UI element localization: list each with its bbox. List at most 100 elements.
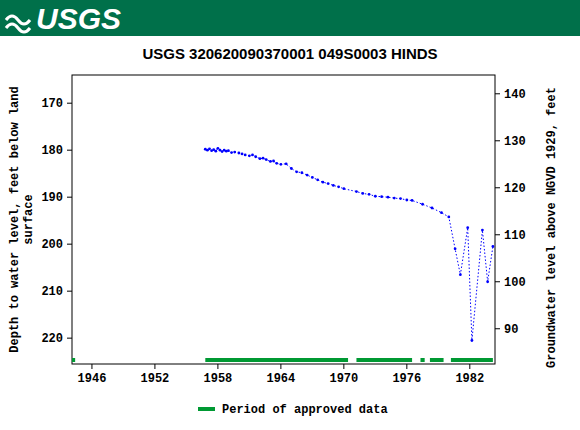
x-tick (343, 364, 344, 369)
y2-tick (495, 187, 500, 188)
data-point (380, 195, 383, 198)
x-tick (280, 364, 281, 369)
data-point (262, 157, 265, 160)
data-point (265, 158, 268, 161)
data-point (306, 174, 309, 177)
data-point (290, 167, 293, 170)
logo-wave (6, 16, 30, 24)
data-point (454, 247, 457, 250)
y-tick (67, 103, 72, 104)
approved-period (420, 358, 424, 362)
data-point (481, 229, 484, 232)
data-point (216, 147, 219, 150)
y2-tick-label: 90 (504, 323, 518, 337)
data-point (269, 160, 272, 163)
logo-wave (6, 24, 30, 32)
data-point (459, 273, 462, 276)
y-tick (67, 291, 72, 292)
x-tick (469, 364, 470, 369)
y-tick (67, 338, 72, 339)
plot-frame (72, 75, 495, 364)
data-point (411, 199, 414, 202)
data-point (361, 192, 364, 195)
y2-tick-label: 130 (504, 135, 526, 149)
data-point (251, 153, 254, 156)
legend-label: Period of approved data (222, 403, 388, 417)
data-point (355, 190, 358, 193)
y2-axis-label: Groundwater level above NGVD 1929, feet (545, 87, 559, 368)
y2-tick-label: 100 (504, 276, 526, 290)
data-point (295, 170, 298, 173)
data-point (285, 162, 288, 165)
data-point (440, 211, 443, 214)
approved-period (205, 358, 348, 362)
data-point (405, 199, 408, 202)
data-point (421, 203, 424, 206)
data-point (387, 196, 390, 199)
x-tick-label: 1958 (203, 372, 232, 386)
x-tick-label: 1970 (329, 372, 358, 386)
x-tick-label: 1952 (141, 372, 170, 386)
data-point (272, 160, 275, 163)
data-point (244, 153, 247, 156)
legend-swatch (198, 407, 215, 411)
y-tick-label: 170 (41, 97, 63, 111)
data-point (431, 207, 434, 210)
y-tick-label: 220 (41, 332, 63, 346)
data-point (214, 150, 217, 153)
approved-period (356, 358, 412, 362)
header-bar (0, 0, 580, 36)
data-point (327, 182, 330, 185)
data-point (227, 149, 230, 152)
x-tick (406, 364, 407, 369)
data-point (208, 147, 211, 150)
chart: USGSUSGS 320620090370001 049S0003 HINDS1… (0, 0, 580, 430)
data-point (258, 157, 261, 160)
data-point (321, 181, 324, 184)
data-point (471, 339, 474, 342)
data-point (300, 171, 303, 174)
approved-period (451, 358, 493, 362)
x-tick-label: 1946 (78, 372, 107, 386)
approved-period (72, 358, 75, 362)
x-tick-label: 1976 (392, 372, 421, 386)
y-tick-label: 180 (41, 144, 63, 158)
data-point (492, 245, 495, 248)
y2-tick-label: 110 (504, 229, 526, 243)
data-point (311, 176, 314, 179)
data-point (241, 153, 244, 156)
x-tick (217, 364, 218, 369)
title: USGS 320620090370001 049S0003 HINDS (142, 45, 437, 62)
data-point (275, 162, 278, 165)
y2-tick (495, 281, 500, 282)
data-point (337, 185, 340, 188)
y-tick (67, 150, 72, 151)
data-point (332, 184, 335, 187)
y-tick-label: 210 (41, 285, 63, 299)
y2-tick (495, 234, 500, 235)
data-point (393, 197, 396, 200)
y2-tick-label: 120 (504, 182, 526, 196)
data-point (399, 197, 402, 200)
y-tick-label: 190 (41, 191, 63, 205)
data-point (486, 280, 489, 283)
y-axis-label: Depth to water level, feet below land (8, 86, 22, 352)
y-axis-label: surface (22, 194, 36, 244)
approved-period (430, 358, 444, 362)
data-point (254, 155, 257, 158)
data-point (374, 195, 377, 198)
x-tick (154, 364, 155, 369)
plot-area (72, 147, 494, 360)
data-point (248, 154, 251, 157)
y2-tick-label: 140 (504, 88, 526, 102)
y-tick-label: 200 (41, 238, 63, 252)
y2-tick (495, 140, 500, 141)
y-tick (67, 244, 72, 245)
y2-tick (495, 328, 500, 329)
y-tick (67, 197, 72, 198)
x-tick (91, 364, 92, 369)
data-point (342, 187, 345, 190)
data-point (230, 151, 233, 154)
data-point (233, 151, 236, 154)
x-tick-label: 1982 (455, 372, 484, 386)
